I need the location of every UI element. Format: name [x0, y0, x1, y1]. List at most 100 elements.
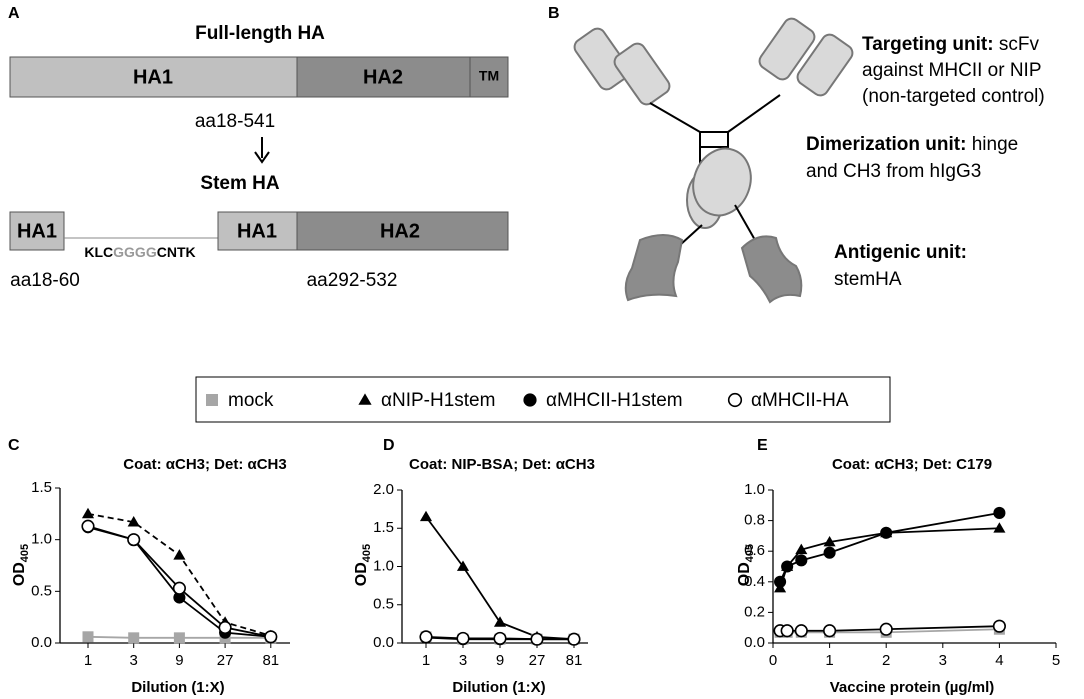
y-tick-label: 0.4 [744, 573, 765, 590]
range-label: aa292-532 [307, 270, 398, 291]
marker-circle-open [567, 632, 581, 646]
y-axis-label-sub: 405 [744, 544, 756, 562]
marker-circle-open [823, 624, 837, 638]
y-tick-label: 1.0 [31, 531, 52, 548]
x-tick-label: 0 [769, 652, 777, 669]
chart-title: Coat: NIP-BSA; Det: αCH3 [409, 456, 595, 473]
linker-part: GGGG [113, 244, 157, 260]
x-tick-label: 27 [529, 652, 546, 669]
panel-label: A [8, 5, 20, 22]
antigen [624, 234, 684, 302]
series-line [87, 512, 272, 637]
marker-triangle [358, 393, 372, 405]
x-tick-label: 1 [84, 652, 92, 669]
ha2-box [296, 56, 509, 98]
y-axis-label-main: OD [736, 562, 753, 586]
marker-triangle [823, 535, 836, 547]
marker-triangle [456, 560, 470, 571]
range-label: aa18-541 [195, 111, 275, 132]
marker-triangle [493, 616, 507, 627]
marker-circle-open [127, 533, 141, 547]
marker-circle-open [264, 630, 278, 644]
box-label: HA1 [133, 66, 173, 88]
x-tick-label: 4 [995, 652, 1003, 669]
y-tick-label: 1.0 [744, 481, 765, 498]
marker-triangle [993, 522, 1006, 533]
marker-triangle [127, 516, 140, 527]
x-tick-label: 5 [1052, 652, 1060, 669]
marker-triangle [173, 549, 186, 560]
x-tick-label: 81 [566, 652, 583, 669]
marker-circle-open [419, 630, 433, 644]
y-axis-label: OD405 [353, 544, 373, 586]
panel-label: B [548, 5, 560, 22]
marker-circle [993, 506, 1006, 519]
box-label: HA1 [17, 220, 57, 242]
legend-label: αMHCII-HA [751, 390, 849, 411]
scfv [796, 33, 854, 97]
marker-circle-open [780, 624, 794, 638]
y-axis-label-sub: 405 [361, 544, 373, 562]
x-tick-label: 3 [939, 652, 947, 669]
y-tick-label: 0.6 [744, 542, 765, 559]
marker-circle [523, 393, 537, 407]
marker-circle [795, 554, 808, 567]
panel-title: Stem HA [200, 173, 279, 194]
chart-title: Coat: αCH3; Det: αCH3 [123, 456, 286, 473]
annotation: stemHA [834, 269, 902, 290]
y-axis-label-main: OD [353, 562, 370, 586]
y-tick-label: 0.0 [373, 634, 394, 651]
antigen [740, 235, 803, 304]
ch3 [692, 147, 752, 217]
x-tick-label: 1 [422, 652, 430, 669]
box-label: HA1 [237, 220, 277, 242]
y-tick-label: 0.5 [373, 596, 394, 613]
y-axis-label-main: OD [11, 562, 28, 586]
panel-title: Full-length HA [195, 23, 325, 44]
scfv [758, 17, 816, 81]
box-label: HA2 [380, 220, 420, 242]
marker-circle-open [172, 581, 186, 595]
ha1-box [9, 56, 298, 98]
arm [649, 94, 781, 133]
chart-title: Coat: αCH3; Det: C179 [832, 456, 992, 473]
panel-label: E [757, 437, 768, 454]
linker-part: KLC [84, 244, 113, 260]
x-tick-label: 9 [496, 652, 504, 669]
marker-square [128, 632, 140, 644]
y-tick-label: 0.5 [31, 582, 52, 599]
annotation: Dimerization unit: hinge [806, 134, 1018, 155]
marker-triangle [795, 543, 808, 555]
marker-circle [880, 526, 893, 539]
panel-label: C [8, 437, 20, 454]
annotation: against MHCII or NIP [862, 60, 1042, 81]
y-tick-label: 1.0 [373, 557, 394, 574]
x-axis-label: Dilution (1:X) [452, 679, 545, 696]
annotation: and CH3 from hIgG3 [806, 161, 981, 182]
marker-triangle [81, 507, 95, 519]
marker-circle-open [727, 392, 743, 408]
x-tick-label: 3 [130, 652, 138, 669]
marker-circle [781, 560, 794, 573]
ha1-box [9, 211, 65, 251]
legend-label: αNIP-H1stem [381, 390, 495, 411]
marker-circle-open [81, 519, 95, 533]
legend-label: mock [228, 390, 274, 411]
x-axis-label: Vaccine protein (µg/ml) [830, 679, 995, 696]
ha2-box [296, 211, 509, 251]
marker-square [206, 394, 218, 406]
linker-label: KLCGGGGCNTK [84, 244, 195, 260]
x-tick-label: 27 [217, 652, 234, 669]
antibody [573, 17, 854, 304]
y-tick-label: 0.8 [744, 512, 765, 529]
y-axis-label: OD405 [736, 544, 756, 586]
y-tick-label: 0.0 [744, 634, 765, 651]
marker-circle [823, 546, 836, 559]
x-tick-label: 2 [882, 652, 890, 669]
panel-label: D [383, 437, 395, 454]
marker-circle-open [879, 622, 893, 636]
x-tick-label: 81 [262, 652, 279, 669]
annotation-text: scFv [994, 34, 1040, 55]
annotation-head: Dimerization unit: [806, 134, 966, 155]
marker-circle [173, 591, 186, 604]
